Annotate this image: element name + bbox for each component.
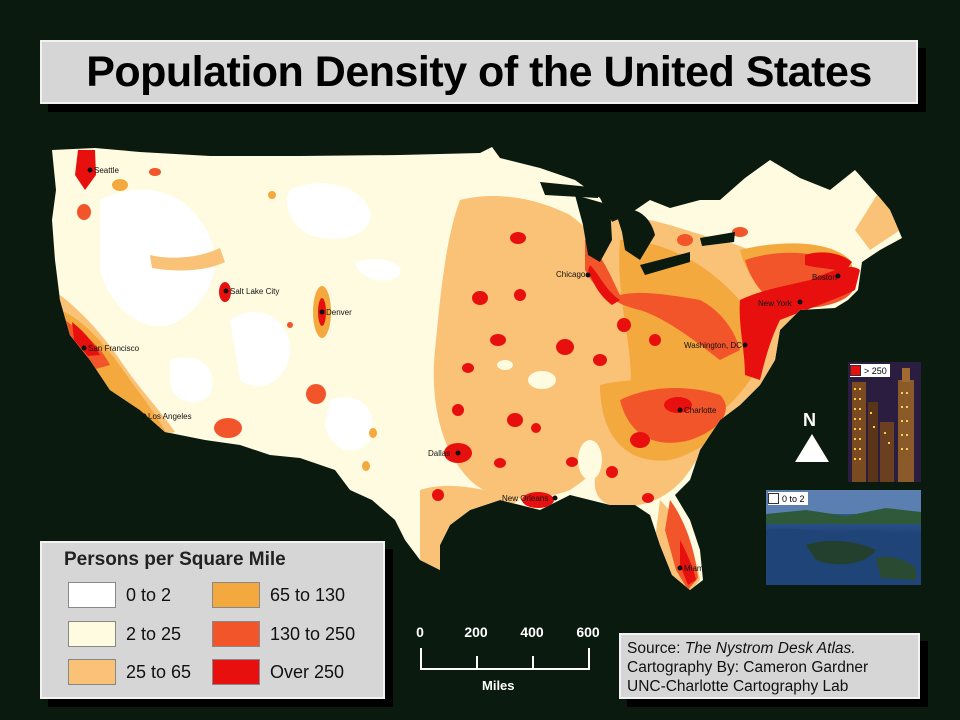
city-marker-miami: Miami (677, 564, 706, 573)
density-over-250 (72, 322, 100, 356)
density-over-250 (680, 540, 696, 585)
city-marker-new-york: New York (758, 299, 803, 308)
city-label-miami: Miami (684, 564, 706, 573)
city-skyline-image (848, 362, 921, 482)
sparse-area (170, 357, 213, 403)
legend-swatch (212, 621, 260, 647)
lake-erie (640, 252, 690, 275)
legend-item-0-2: 0 to 2 (68, 581, 171, 609)
legend-item-130-250: 130 to 250 (212, 620, 355, 648)
sparse-area (325, 397, 373, 451)
inset-dense-label: > 250 (864, 365, 887, 376)
lake-superior (540, 182, 600, 198)
density-over-250 (805, 252, 852, 272)
lake-ontario (700, 232, 735, 246)
legend-swatch (68, 582, 116, 608)
city-label-new-orleans: New Orleans (502, 494, 548, 503)
legend-label: 25 to 65 (126, 661, 192, 682)
legend-item-2-25: 2 to 25 (68, 620, 181, 648)
sparse-area (230, 311, 290, 386)
city-marker-new-orleans: New Orleans (502, 494, 558, 503)
source-prefix: Source: (627, 640, 685, 657)
inset-sparse-label: 0 to 2 (782, 493, 805, 504)
legend-item-65-130: 65 to 130 (212, 581, 345, 609)
lake-michigan (575, 195, 612, 262)
legend-title: Persons per Square Mile (64, 549, 286, 570)
legend-label: Over 250 (270, 661, 345, 682)
source-line-2: Cartography By: Cameron Gardner (627, 659, 869, 676)
title-box: Population Density of the United States (40, 40, 918, 104)
density-over-250 (75, 150, 96, 190)
map-title: Population Density of the United States (86, 47, 872, 96)
scale-tick-label: 600 (576, 624, 600, 640)
inset-dense-photo: > 250 (848, 362, 921, 482)
city-label-washington-dc: Washington, DC (684, 341, 742, 350)
legend: Persons per Square Mile 0 to 2 2 to 25 2… (40, 541, 385, 699)
inset-dense-tag: > 250 (850, 364, 890, 377)
city-marker-boston: Boston (812, 273, 841, 282)
legend-label: 2 to 25 (126, 623, 182, 644)
city-label-charlotte: Charlotte (684, 406, 717, 415)
city-label-boston: Boston (812, 273, 837, 282)
scale-tick (420, 648, 422, 670)
scale-tick (532, 656, 534, 670)
legend-swatch (68, 659, 116, 685)
scale-tick-label: 0 (416, 624, 424, 640)
city-marker-charlotte: Charlotte (677, 406, 717, 415)
inset-sparse-tag: 0 to 2 (768, 492, 808, 505)
scale-tick-label: 400 (520, 624, 544, 640)
scale-tick (588, 648, 590, 670)
legend-item-25-65: 25 to 65 (68, 658, 191, 686)
density-130-250 (585, 240, 740, 360)
density-over-250 (588, 265, 620, 305)
north-arrow: N (793, 410, 831, 464)
city-label-denver: Denver (326, 308, 352, 317)
city-label-los-angeles: Los Angeles (148, 412, 192, 421)
legend-swatch (212, 659, 260, 685)
city-label-chicago: Chicago (556, 270, 586, 279)
legend-label: 0 to 2 (126, 584, 172, 605)
city-label-new-york: New York (758, 299, 793, 308)
city-marker-chicago: Chicago (556, 270, 591, 279)
density-25-65 (150, 248, 225, 271)
city-marker-dallas: Dallas (428, 449, 461, 458)
scale-bar: 0 200 400 600 Miles (410, 622, 600, 697)
legend-item-over-250: Over 250 (212, 658, 344, 686)
inset-dense-swatch (850, 365, 861, 376)
legend-label: 130 to 250 (270, 623, 356, 644)
legend-swatch (68, 621, 116, 647)
city-label-salt-lake-city: Salt Lake City (230, 287, 279, 296)
scale-tick-label: 200 (464, 624, 488, 640)
city-marker-washington-dc: Washington, DC (684, 341, 748, 350)
sparse-area (286, 182, 371, 239)
scale-line (420, 668, 590, 670)
source-line-3: UNC-Charlotte Cartography Lab (627, 678, 849, 695)
source-box: Source: The Nystrom Desk Atlas. Cartogra… (619, 633, 920, 699)
north-label: N (803, 410, 816, 430)
city-label-seattle: Seattle (94, 166, 119, 175)
city-marker-denver: Denver (319, 308, 352, 317)
city-marker-seattle: Seattle (87, 166, 119, 175)
north-arrow-icon (795, 434, 829, 462)
sparse-area (355, 259, 401, 281)
source-title: The Nystrom Desk Atlas. (684, 640, 856, 657)
city-labels: Seattle Salt Lake City Denver San Franci… (81, 166, 841, 573)
scale-tick (476, 656, 478, 670)
city-marker-san-francisco: San Francisco (81, 344, 140, 353)
density-130-250 (620, 388, 726, 443)
scale-unit: Miles (482, 678, 515, 693)
density-25-65 (855, 190, 900, 250)
inset-sparse-swatch (768, 493, 779, 504)
density-over-250 (739, 267, 860, 380)
legend-label: 65 to 130 (270, 584, 346, 605)
city-label-san-francisco: San Francisco (88, 344, 140, 353)
inset-sparse-photo: 0 to 2 (766, 490, 921, 585)
city-marker-salt-lake-city: Salt Lake City (223, 287, 279, 296)
source-line-1: Source: The Nystrom Desk Atlas. (627, 639, 912, 658)
legend-swatch (212, 582, 260, 608)
city-label-dallas: Dallas (428, 449, 450, 458)
city-marker-los-angeles: Los Angeles (141, 412, 192, 421)
lake-huron (615, 208, 655, 260)
